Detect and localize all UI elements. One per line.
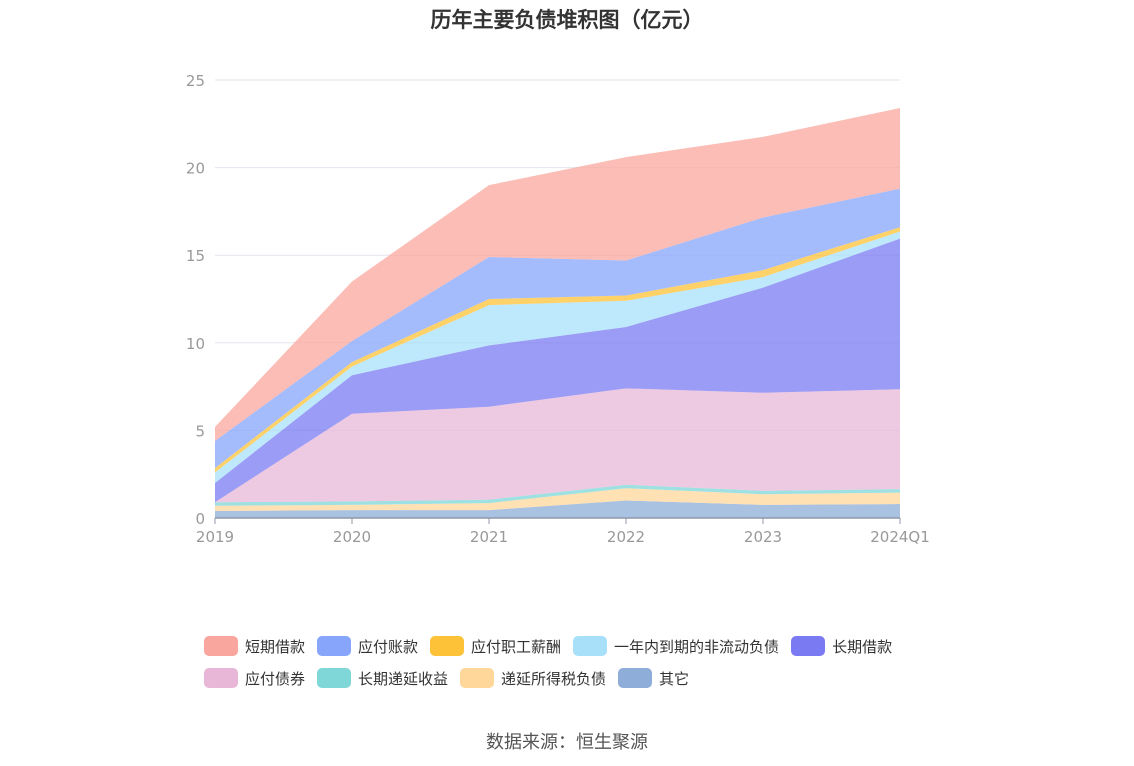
legend-label: 应付账款 — [358, 637, 419, 656]
x-tick-label: 2024Q1 — [870, 528, 930, 546]
axes: 0 5 10 15 20 25 2019 2020 2021 2022 2023 2024Q1 — [186, 72, 930, 546]
legend-label: 长期借款 — [832, 637, 893, 656]
legend-label: 应付债券 — [245, 669, 306, 688]
x-tick-label: 2021 — [470, 528, 508, 546]
legend-swatch — [573, 636, 608, 656]
area-series-递延所得税负债[interactable] — [215, 488, 900, 511]
legend-item[interactable]: 应付账款 — [317, 636, 418, 657]
y-tick-label: 15 — [186, 247, 205, 265]
area-series-应付账款[interactable] — [215, 188, 900, 469]
area-series-一年内到期的非流动负债[interactable] — [215, 231, 900, 484]
y-tick-label: 0 — [195, 510, 205, 528]
legend-item[interactable]: 长期递延收益 — [317, 668, 448, 689]
legend-item[interactable]: 其它 — [618, 668, 689, 689]
legend-row: 应付债券 长期递延收益 递延所得税负债 其它 — [204, 662, 964, 694]
legend-label: 其它 — [659, 669, 690, 688]
legend-label: 应付职工薪酬 — [471, 637, 562, 656]
area-series-长期递延收益[interactable] — [215, 484, 900, 506]
legend-item[interactable]: 递延所得税负债 — [460, 668, 606, 689]
legend-swatch — [317, 668, 352, 688]
legend-row: 短期借款 应付账款 应付职工薪酬 一年内到期的非流动负债 长期借款 — [204, 630, 964, 662]
legend-swatch — [430, 636, 465, 656]
area-series-其它[interactable] — [215, 500, 900, 519]
legend-swatch — [204, 668, 238, 688]
y-tick-label: 20 — [186, 160, 205, 178]
x-tick-label: 2022 — [607, 528, 645, 546]
legend-swatch — [317, 636, 352, 656]
legend-item[interactable]: 短期借款 — [204, 636, 305, 657]
area-series-应付债券[interactable] — [215, 388, 900, 503]
legend-label: 递延所得税负债 — [501, 669, 607, 688]
y-tick-label: 10 — [186, 335, 205, 353]
x-tick-label: 2019 — [196, 528, 234, 546]
legend-label: 短期借款 — [245, 637, 306, 656]
x-tick-label: 2020 — [333, 528, 371, 546]
legend-item[interactable]: 长期借款 — [791, 636, 892, 657]
legend-swatch — [204, 636, 238, 656]
area-series-长期借款[interactable] — [215, 238, 900, 503]
data-source: 数据来源：恒生聚源 — [486, 732, 648, 753]
area-series-短期借款[interactable] — [215, 108, 900, 441]
y-tick-label: 25 — [186, 72, 205, 90]
stacked-area-chart: 0 5 10 15 20 25 2019 2020 2021 2022 2023 2024Q1 — [186, 72, 930, 546]
legend-item[interactable]: 一年内到期的非流动负债 — [573, 636, 779, 657]
legend-swatch — [460, 668, 495, 688]
legend-swatch — [618, 668, 653, 688]
chart-title: 历年主要负债堆积图（亿元） — [430, 8, 704, 32]
x-tick-label: 2023 — [744, 528, 782, 546]
y-tick-label: 5 — [195, 422, 205, 440]
legend-swatch — [791, 636, 826, 656]
legend-label: 长期递延收益 — [358, 669, 449, 688]
legend-item[interactable]: 应付职工薪酬 — [430, 636, 561, 657]
legend: 短期借款 应付账款 应付职工薪酬 一年内到期的非流动负债 长期借款应付债券 长期递延收益 递… — [204, 630, 964, 694]
area-series-应付职工薪酬[interactable] — [215, 227, 900, 473]
legend-label: 一年内到期的非流动负债 — [614, 637, 780, 656]
legend-item[interactable]: 应付债券 — [204, 668, 305, 689]
area-series — [215, 108, 900, 518]
